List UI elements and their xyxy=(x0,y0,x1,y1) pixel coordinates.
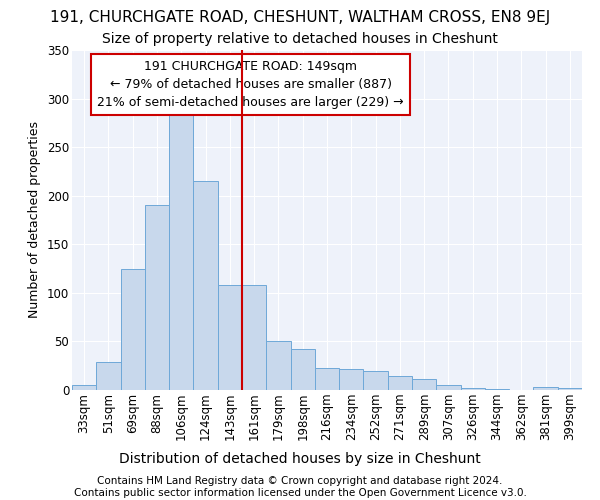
Bar xyxy=(242,285,266,390)
Bar xyxy=(145,206,169,390)
Y-axis label: Number of detached properties: Number of detached properties xyxy=(28,122,41,318)
Text: Distribution of detached houses by size in Cheshunt: Distribution of detached houses by size … xyxy=(119,452,481,466)
Bar xyxy=(558,388,582,390)
Bar xyxy=(169,104,193,390)
Bar xyxy=(412,380,436,390)
Bar xyxy=(72,385,96,390)
Bar xyxy=(436,385,461,390)
Bar xyxy=(339,368,364,390)
Bar xyxy=(485,389,509,390)
Bar xyxy=(96,362,121,390)
Bar xyxy=(121,268,145,390)
Text: 191 CHURCHGATE ROAD: 149sqm
← 79% of detached houses are smaller (887)
21% of se: 191 CHURCHGATE ROAD: 149sqm ← 79% of det… xyxy=(97,60,404,109)
Bar xyxy=(533,387,558,390)
Bar xyxy=(364,370,388,390)
Text: Size of property relative to detached houses in Cheshunt: Size of property relative to detached ho… xyxy=(102,32,498,46)
Text: 191, CHURCHGATE ROAD, CHESHUNT, WALTHAM CROSS, EN8 9EJ: 191, CHURCHGATE ROAD, CHESHUNT, WALTHAM … xyxy=(50,10,550,25)
Bar xyxy=(461,388,485,390)
Bar xyxy=(266,342,290,390)
Bar xyxy=(193,181,218,390)
Text: Contains public sector information licensed under the Open Government Licence v3: Contains public sector information licen… xyxy=(74,488,526,498)
Text: Contains HM Land Registry data © Crown copyright and database right 2024.: Contains HM Land Registry data © Crown c… xyxy=(97,476,503,486)
Bar xyxy=(388,376,412,390)
Bar xyxy=(218,285,242,390)
Bar xyxy=(290,349,315,390)
Bar xyxy=(315,368,339,390)
